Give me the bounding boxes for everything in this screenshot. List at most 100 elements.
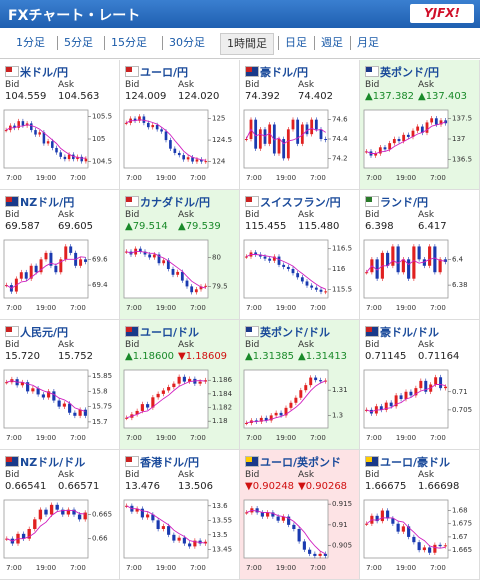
y-tick-label: 6.4: [452, 255, 464, 263]
candle: [412, 246, 416, 279]
candle: [194, 289, 198, 293]
rate-card[interactable]: ユーロ/ドル Bid ▲1.18600 Ask ▼1.18609 1.186 1.184 1.…: [120, 320, 240, 450]
flag: [5, 196, 19, 207]
bid-label: Bid: [245, 80, 260, 90]
rate-card[interactable]: ユーロ/円 Bid 124.009 Ask 124.020 125 124.5 124 7:00…: [120, 60, 240, 190]
candle: [313, 553, 317, 556]
rate-card[interactable]: NZドル/円 Bid 69.587 Ask 69.605 69.6 69.4 7:00 19:0…: [0, 190, 120, 320]
candle: [244, 139, 248, 140]
candle: [379, 406, 383, 410]
candle: [55, 147, 58, 153]
candle: [428, 547, 432, 553]
candle: [404, 391, 408, 399]
rate-card[interactable]: 米ドル/円 Bid 104.559 Ask 104.563 105.5 105 104.5 7:…: [0, 60, 120, 190]
tab[interactable]: 日足: [278, 36, 313, 50]
candle: [172, 534, 176, 541]
tab[interactable]: 1分足: [16, 36, 45, 49]
candle: [142, 116, 146, 123]
tab[interactable]: 5分足: [57, 36, 99, 50]
bid-label: Bid: [5, 340, 20, 350]
y-tick-label: 13.6: [212, 502, 228, 510]
mini-chart: 116.5 116 115.5 7:00 19:00 7:00: [243, 239, 352, 312]
candle: [72, 509, 76, 515]
candle: [148, 254, 152, 258]
x-tick-label: 19:00: [276, 174, 296, 182]
tab[interactable]: 月足: [350, 36, 385, 50]
candle: [41, 394, 45, 398]
candle: [277, 139, 281, 154]
rate-card[interactable]: ユーロ/英ポンド Bid ▼0.90248 Ask ▼0.90268 0.915 0.91 0…: [240, 450, 360, 580]
ask-price: ▼1.18609: [178, 351, 228, 362]
mini-chart: 0.71 0.705 7:00 19:00 7:00: [363, 369, 472, 442]
ask-price: 13.506: [178, 481, 213, 492]
candle: [180, 271, 184, 281]
rate-card[interactable]: 豪ドル/円 Bid 74.392 Ask 74.402 74.6 74.4 74.2 7:00 1…: [240, 60, 360, 190]
candle: [64, 246, 68, 260]
candle: [310, 285, 314, 288]
moving-average: [5, 124, 86, 159]
logo[interactable]: YJFX!: [410, 4, 474, 23]
candle: [171, 269, 175, 275]
y-tick-label: 0.71: [452, 388, 468, 396]
ask-label: Ask: [418, 470, 435, 480]
candle: [27, 529, 31, 539]
candle: [384, 402, 388, 410]
tab[interactable]: 週足: [314, 36, 349, 50]
x-tick-label: 19:00: [156, 564, 176, 572]
y-tick-label: 0.915: [332, 500, 352, 508]
candle: [433, 544, 437, 553]
x-tick-label: 7:00: [70, 304, 86, 312]
rate-card[interactable]: ユーロ/豪ドル Bid 1.66675 Ask 1.66698 1.68 1.675 1.67…: [360, 450, 480, 580]
ask-label: Ask: [58, 470, 75, 480]
candle: [396, 246, 400, 273]
tab[interactable]: 30分足: [162, 36, 211, 50]
rate-card[interactable]: ランド/円 Bid 6.398 Ask 6.417 6.4 6.38 7:00 19:00 7:0…: [360, 190, 480, 320]
y-tick-label: 79.5: [212, 282, 228, 290]
tab[interactable]: 15分足: [104, 36, 153, 50]
rate-card[interactable]: 香港ドル/円 Bid 13.476 Ask 13.506 13.6 13.55 13.5 13.…: [120, 450, 240, 580]
rate-card[interactable]: 英ポンド/円 Bid ▲137.382 Ask ▲137.403 137.5 137 136.…: [360, 60, 480, 190]
y-tick-label: 0.705: [452, 406, 472, 414]
candle: [389, 402, 393, 407]
rate-card[interactable]: スイスフラン/円 Bid 115.455 Ask 115.480 116.5 116 115.…: [240, 190, 360, 320]
ask-price: ▲1.31413: [298, 351, 348, 362]
tab[interactable]: 1時間足: [220, 33, 274, 55]
y-tick-label: 115.5: [332, 286, 352, 294]
candle: [151, 397, 155, 408]
candle: [59, 259, 63, 273]
rate-card[interactable]: NZドル/ドル Bid 0.66541 Ask 0.66571 0.665 0.66 7:00…: [0, 450, 120, 580]
candle: [49, 504, 54, 515]
ask-label: Ask: [178, 80, 195, 90]
moving-average: [126, 251, 206, 289]
bid-price: ▼0.90248: [245, 481, 295, 492]
mini-chart: 0.915 0.91 0.905 7:00 19:00 7:00: [243, 499, 352, 572]
candle: [84, 158, 88, 162]
flag-mark: [6, 67, 12, 72]
moving-average: [125, 119, 206, 161]
y-tick-label: 124: [212, 158, 226, 166]
y-tick-label: 136.5: [452, 156, 472, 164]
ask-price: ▲79.539: [178, 221, 221, 232]
x-tick-label: 7:00: [430, 434, 446, 442]
header: FXチャート・レート YJFX!: [0, 0, 480, 28]
candle: [21, 533, 26, 539]
candle: [430, 118, 434, 123]
bid-label: Bid: [245, 470, 260, 480]
candle: [424, 380, 428, 392]
candle: [77, 514, 82, 520]
bid-price: 15.720: [5, 351, 40, 362]
rate-card[interactable]: 人民元/円 Bid 15.720 Ask 15.752 15.85 15.8 15.75 15.…: [0, 320, 120, 450]
bid-price: 6.398: [365, 221, 394, 232]
candle: [324, 139, 328, 140]
candle: [254, 420, 258, 422]
candle: [62, 403, 66, 407]
candle: [36, 388, 40, 395]
rate-card[interactable]: カナダドル/円 Bid ▲79.514 Ask ▲79.539 80 79.5 7:00 19:…: [120, 190, 240, 320]
rate-card[interactable]: 英ポンド/ドル Bid ▲1.31385 Ask ▲1.31413 1.31 1.3 7:00…: [240, 320, 360, 450]
candle: [439, 120, 443, 125]
candle: [166, 260, 170, 269]
rate-card[interactable]: 豪ドル/ドル Bid 0.71145 Ask 0.71164 0.71 0.705 7:00 1…: [360, 320, 480, 450]
flag: [125, 326, 139, 337]
pair-name: ユーロ/ドル: [140, 326, 200, 339]
candle: [258, 254, 262, 257]
